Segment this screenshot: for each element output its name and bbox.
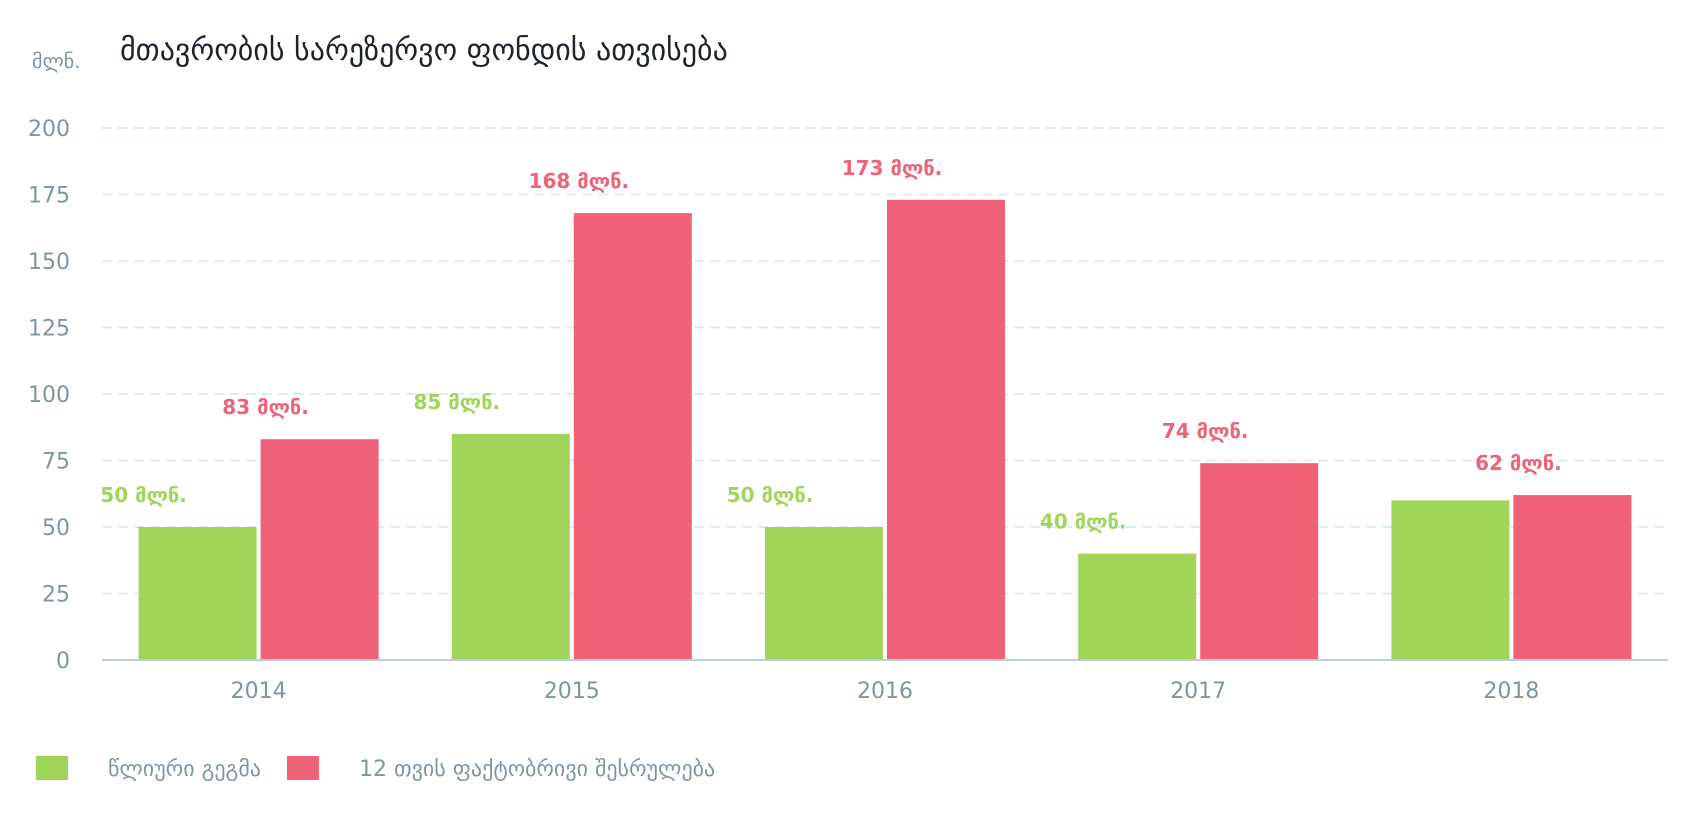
- legend-label-series-0[interactable]: წლიური გეგმა: [108, 757, 261, 782]
- legend-swatch-series-0[interactable]: [36, 756, 68, 780]
- y-tick-label: 75: [42, 450, 70, 475]
- y-tick-label: 125: [28, 317, 70, 342]
- data-label-2015-series-0: 85 მლნ.: [413, 390, 500, 414]
- legend-label-series-1[interactable]: 12 თვის ფაქტობრივი შესრულება: [359, 757, 715, 782]
- x-tick-label: 2018: [1483, 679, 1539, 704]
- bar-2015-series-0: [451, 433, 570, 660]
- y-tick-label: 50: [42, 516, 70, 541]
- data-label-2018-series-1: 62 მლნ.: [1475, 451, 1562, 475]
- bar-2016-series-1: [887, 199, 1005, 660]
- y-tick-label: 0: [56, 649, 70, 674]
- data-label-2014-series-0: 50 მლნ.: [100, 483, 187, 507]
- x-tick-label: 2016: [857, 679, 913, 704]
- x-tick-label: 2014: [231, 679, 287, 704]
- legend-swatch-series-1[interactable]: [286, 756, 319, 780]
- data-label-2016-series-1: 173 მლნ.: [842, 156, 943, 180]
- y-axis-unit-label: მლნ.: [32, 49, 81, 73]
- y-tick-label: 175: [28, 184, 70, 209]
- x-axis-ticks: 2014 2015 2016 2017 2018: [231, 679, 1540, 704]
- bar-2015-series-1: [573, 213, 692, 660]
- bar-2017-series-1: [1200, 463, 1319, 660]
- y-tick-label: 200: [28, 117, 70, 142]
- bars: 50 მლნ. 83 მლნ. 85 მლნ. 168 მლნ. 50 მლნ. 173 …: [100, 156, 1632, 660]
- x-tick-label: 2017: [1170, 679, 1226, 704]
- chart-title: მთავრობის სარეზერვო ფონდის ათვისება: [120, 33, 728, 68]
- y-tick-label: 25: [42, 583, 70, 608]
- y-tick-label: 100: [28, 383, 70, 408]
- legend: წლიური გეგმა 12 თვის ფაქტობრივი შესრულება: [36, 756, 715, 782]
- data-label-2014-series-1: 83 მლნ.: [222, 395, 309, 419]
- bar-2018-series-0: [1391, 500, 1510, 660]
- bar-2014-series-1: [260, 439, 379, 660]
- bar-2017-series-0: [1078, 553, 1197, 660]
- bar-2014-series-0: [138, 527, 257, 660]
- data-label-2017-series-0: 40 მლნ.: [1040, 510, 1127, 534]
- y-axis-ticks: 0 25 50 75 100 125 150 175 200: [28, 117, 70, 674]
- bar-2018-series-1: [1513, 495, 1632, 660]
- data-label-2017-series-1: 74 მლნ.: [1162, 419, 1249, 443]
- y-tick-label: 150: [28, 250, 70, 275]
- data-label-2015-series-1: 168 მლნ.: [529, 169, 630, 193]
- data-label-2016-series-0: 50 მლნ.: [727, 483, 814, 507]
- x-tick-label: 2015: [544, 679, 600, 704]
- bar-2016-series-0: [765, 527, 883, 660]
